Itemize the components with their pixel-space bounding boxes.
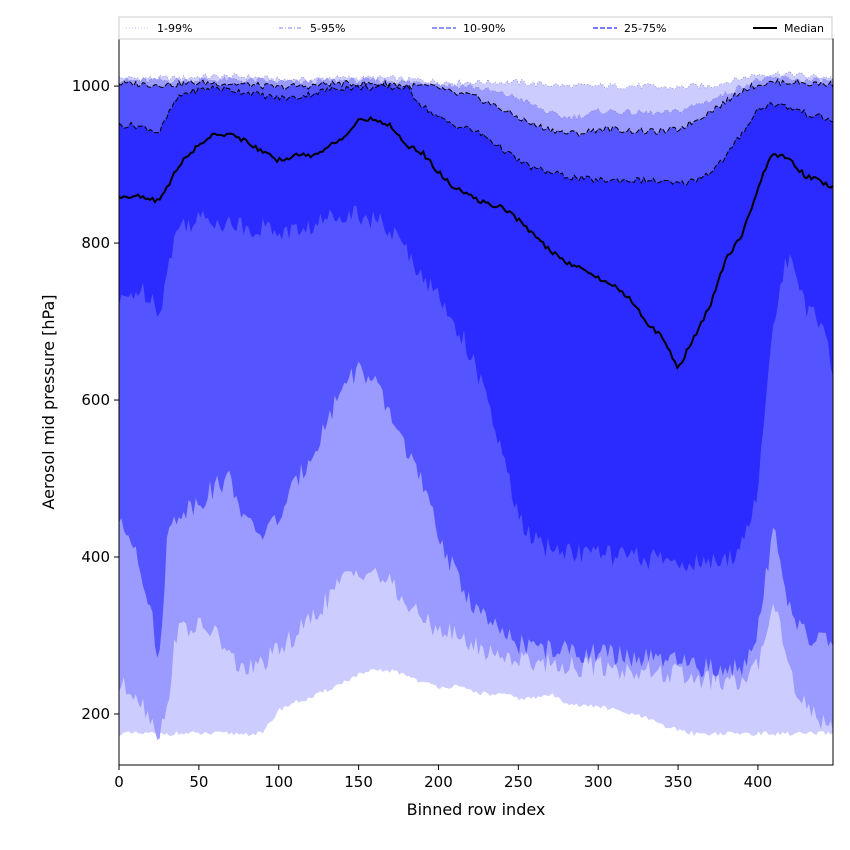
x-tick-label: 100: [264, 773, 293, 791]
x-tick-label: 200: [424, 773, 453, 791]
y-tick-label: 600: [81, 391, 110, 409]
x-tick-label: 150: [344, 773, 373, 791]
x-tick-label: 400: [744, 773, 773, 791]
x-tick-label: 300: [584, 773, 613, 791]
legend: 1-99% 5-95% 10-90% 25-75% Median: [118, 16, 833, 40]
band-25-75pct: [119, 84, 833, 572]
y-axis-label: Aerosol mid pressure [hPa]: [39, 294, 58, 509]
x-tick-label: 350: [664, 773, 693, 791]
legend-label: 5-95%: [310, 22, 345, 35]
legend-label: 10-90%: [463, 22, 505, 35]
band-upper-line-25-75pct: [119, 84, 833, 186]
plot-area: [119, 70, 833, 740]
legend-label: 1-99%: [157, 22, 192, 35]
x-tick-label: 50: [189, 773, 208, 791]
band-upper-line-5-95pct: [119, 75, 833, 121]
legend-label: 25-75%: [624, 22, 666, 35]
median-line: [119, 115, 833, 370]
x-axis: 0 50 100 150 200 250 300 350 400: [114, 765, 772, 791]
y-tick-label: 1000: [72, 77, 110, 95]
x-tick-label: 250: [504, 773, 533, 791]
legend-label: Median: [784, 22, 824, 35]
band-upper-line-10-90pct: [119, 77, 833, 137]
y-tick-label: 800: [81, 234, 110, 252]
x-axis-label: Binned row index: [407, 800, 546, 819]
legend-box: [118, 16, 833, 40]
x-tick-label: 0: [114, 773, 124, 791]
y-tick-label: 400: [81, 548, 110, 566]
y-axis: 200 400 600 800 1000: [72, 77, 119, 723]
band-upper-line-1-99pct: [119, 70, 833, 90]
y-tick-label: 200: [81, 705, 110, 723]
